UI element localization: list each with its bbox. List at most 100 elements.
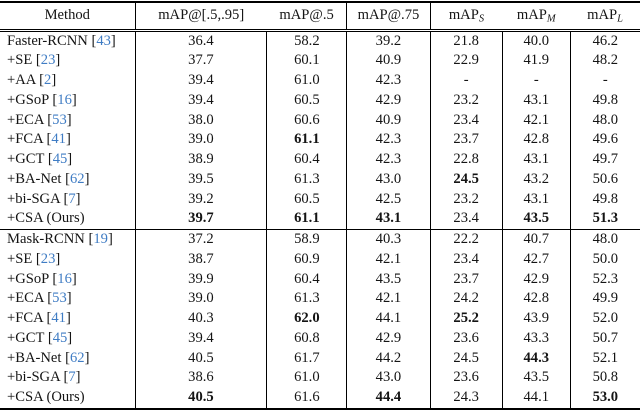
citation-bracket-close: ] bbox=[66, 111, 72, 128]
value-cell: - bbox=[570, 71, 640, 91]
metric-value: 40.0 bbox=[523, 32, 550, 49]
citation-link[interactable]: [53] bbox=[47, 112, 71, 128]
value-cell: 42.9 bbox=[502, 269, 571, 290]
method-cell: +ECA [53] bbox=[0, 289, 136, 309]
citation-number: 7 bbox=[68, 369, 76, 386]
metric-value: 23.6 bbox=[453, 369, 479, 386]
metric-value: 39.0 bbox=[188, 131, 214, 148]
value-cell: 60.1 bbox=[266, 51, 348, 71]
metric-value: 43.0 bbox=[375, 369, 402, 386]
metric-value: 60.5 bbox=[294, 190, 320, 207]
citation-link[interactable]: [62] bbox=[65, 171, 89, 187]
metric-value: 43.9 bbox=[523, 310, 550, 326]
citation-number: 43 bbox=[96, 32, 111, 49]
metric-value: 22.8 bbox=[453, 151, 479, 167]
metric-value: 62.0 bbox=[294, 310, 320, 326]
value-cell: 42.3 bbox=[346, 71, 431, 91]
column-header-label: Method bbox=[44, 7, 90, 24]
citation-bracket-open: [ bbox=[65, 170, 70, 187]
method-cell: +BA-Net [62] bbox=[0, 348, 136, 369]
value-cell: 23.7 bbox=[430, 269, 503, 290]
metric-value: 39.9 bbox=[188, 270, 214, 287]
value-cell: 60.4 bbox=[266, 269, 348, 290]
citation-link[interactable]: [53] bbox=[47, 290, 71, 306]
citation-link[interactable]: [16] bbox=[52, 271, 76, 287]
metric-value: 43.5 bbox=[523, 210, 550, 227]
citation-number: 2 bbox=[44, 72, 52, 88]
citation-bracket-close: ] bbox=[75, 190, 81, 207]
value-cell: - bbox=[430, 71, 503, 91]
metric-value: 42.3 bbox=[375, 131, 402, 148]
table-row: +AA [2] 39.4 61.0 42.3 - - - bbox=[0, 71, 640, 91]
method-label: Mask-RCNN bbox=[7, 231, 85, 247]
metric-value: 49.6 bbox=[592, 131, 619, 148]
citation-link[interactable]: [41] bbox=[46, 131, 70, 147]
value-cell: 42.9 bbox=[346, 328, 431, 349]
value-cell: 37.7 bbox=[135, 51, 268, 71]
value-cell: 61.0 bbox=[266, 71, 348, 91]
value-cell: 38.7 bbox=[135, 249, 268, 270]
value-cell: 50.7 bbox=[570, 329, 640, 349]
metric-value: 52.1 bbox=[592, 349, 619, 366]
metric-value: 22.9 bbox=[453, 52, 479, 69]
citation-link[interactable]: [7] bbox=[64, 369, 81, 385]
value-cell: 44.4 bbox=[346, 388, 431, 409]
value-cell: 49.6 bbox=[570, 130, 640, 150]
citation-link[interactable]: [41] bbox=[46, 310, 70, 326]
table-row: Faster-RCNN [43] 36.4 58.2 39.2 21.8 40.0 46.2 bbox=[0, 30, 640, 52]
metric-value: 52.3 bbox=[592, 270, 619, 287]
citation-link[interactable]: [16] bbox=[52, 92, 76, 108]
value-cell: 61.7 bbox=[266, 348, 348, 369]
metric-value: 36.4 bbox=[188, 32, 214, 49]
metric-value: 42.1 bbox=[375, 250, 402, 267]
method-cell: +GCT [45] bbox=[0, 150, 136, 170]
metric-value: 42.3 bbox=[375, 151, 402, 167]
citation-bracket-close: ] bbox=[65, 131, 71, 148]
value-cell: 43.5 bbox=[502, 368, 571, 388]
value-cell: 43.2 bbox=[502, 169, 571, 190]
method-cell: +bi-SGA [7] bbox=[0, 189, 136, 210]
citation-link[interactable]: [7] bbox=[64, 191, 81, 207]
value-cell: 43.5 bbox=[502, 209, 571, 230]
column-header-map-50: mAP@.5 bbox=[266, 2, 348, 32]
value-cell: 39.7 bbox=[135, 209, 268, 230]
method-label: +GCT bbox=[7, 151, 45, 167]
value-cell: 50.0 bbox=[570, 250, 640, 270]
metric-value: 23.4 bbox=[453, 250, 479, 267]
method-cell: +SE [23] bbox=[0, 249, 136, 270]
method-cell: +FCA [41] bbox=[0, 130, 136, 150]
citation-link[interactable]: [19] bbox=[89, 231, 113, 247]
value-cell: 52.3 bbox=[570, 270, 640, 290]
method-cell: Faster-RCNN [43] bbox=[0, 30, 136, 52]
value-cell: 43.0 bbox=[346, 368, 431, 388]
metric-value: 44.1 bbox=[523, 389, 550, 405]
citation-bracket-close: ] bbox=[71, 270, 77, 287]
table-row: +GCT [45] 39.4 60.8 42.9 23.6 43.3 50.7 bbox=[0, 328, 640, 349]
metric-value: 43.1 bbox=[375, 210, 402, 227]
citation-link[interactable]: [62] bbox=[65, 350, 89, 366]
citation-bracket-open: [ bbox=[39, 72, 45, 88]
metric-value: 42.9 bbox=[523, 270, 550, 287]
metric-value: 42.9 bbox=[375, 329, 402, 346]
citation-link[interactable]: [45] bbox=[48, 151, 72, 167]
method-label: +SE bbox=[7, 250, 33, 267]
citation-link[interactable]: [43] bbox=[91, 33, 115, 49]
value-cell: 44.2 bbox=[346, 348, 431, 369]
value-cell: 48.2 bbox=[570, 51, 640, 71]
metric-value: 50.7 bbox=[592, 329, 619, 346]
citation-link[interactable]: [23] bbox=[36, 251, 60, 267]
citation-bracket-close: ] bbox=[84, 349, 90, 366]
method-cell: Mask-RCNN [19] bbox=[0, 228, 136, 250]
table-row: +GSoP [16] 39.4 60.5 42.9 23.2 43.1 49.8 bbox=[0, 90, 640, 111]
column-header-map-s: mAPS bbox=[430, 2, 503, 32]
value-cell: 60.6 bbox=[266, 110, 348, 131]
citation-bracket-close: ] bbox=[55, 250, 61, 267]
citation-link[interactable]: [2] bbox=[39, 72, 56, 88]
citation-link[interactable]: [23] bbox=[36, 52, 60, 68]
method-label: +FCA bbox=[7, 310, 43, 326]
citation-link[interactable]: [45] bbox=[48, 330, 72, 346]
value-cell: 39.0 bbox=[135, 130, 268, 150]
value-cell: 36.4 bbox=[135, 30, 268, 52]
value-cell: 42.1 bbox=[502, 110, 571, 131]
citation-bracket-close: ] bbox=[107, 231, 113, 247]
